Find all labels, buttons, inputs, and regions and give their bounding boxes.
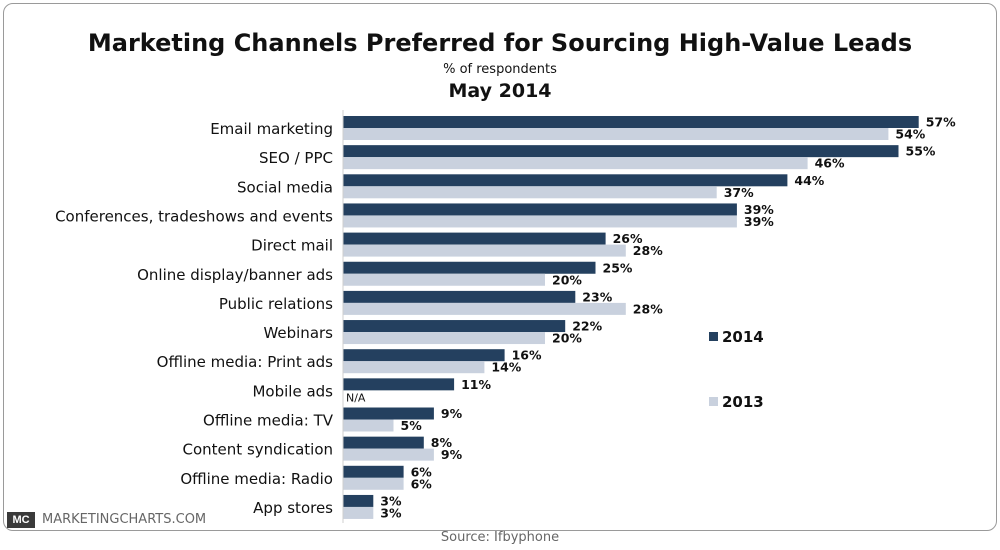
category-label: Online display/banner ads bbox=[137, 266, 333, 284]
value-label: 9% bbox=[441, 447, 463, 462]
bar-2014 bbox=[343, 145, 899, 158]
value-label: 6% bbox=[411, 476, 433, 491]
value-label: 39% bbox=[744, 214, 774, 229]
value-label: 26% bbox=[613, 231, 643, 246]
bar-2014 bbox=[343, 290, 576, 303]
chart-subtitle: % of respondents bbox=[443, 62, 557, 77]
category-label: Offline media: Print ads bbox=[157, 353, 334, 371]
bar-2014 bbox=[343, 203, 737, 216]
value-label: 57% bbox=[926, 115, 956, 130]
bar-2014 bbox=[343, 378, 455, 391]
bar-2013 bbox=[343, 361, 485, 374]
bar-2014 bbox=[343, 320, 566, 333]
bar-2013 bbox=[343, 419, 394, 432]
bar-2014 bbox=[343, 436, 424, 449]
bar-2014 bbox=[343, 349, 505, 362]
category-label: Content syndication bbox=[183, 441, 333, 459]
site-name: MARKETINGCHARTS.COM bbox=[42, 512, 207, 527]
category-label: Public relations bbox=[219, 295, 333, 313]
bar-2014 bbox=[343, 407, 434, 420]
bar-2013 bbox=[343, 448, 434, 461]
value-label: 8% bbox=[431, 435, 453, 450]
category-label: Conferences, tradeshows and events bbox=[55, 207, 333, 225]
bar-2013 bbox=[343, 273, 545, 286]
value-label: N/A bbox=[346, 391, 366, 404]
chart-date: May 2014 bbox=[448, 80, 552, 102]
value-label: 25% bbox=[603, 260, 633, 275]
value-label: 3% bbox=[380, 493, 402, 508]
bar-2013 bbox=[343, 302, 626, 315]
value-label: 37% bbox=[724, 185, 754, 200]
legend-swatch-2013 bbox=[709, 397, 718, 406]
bar-2014 bbox=[343, 116, 919, 128]
legend-label-2013: 2013 bbox=[722, 393, 764, 411]
chart-title: Marketing Channels Preferred for Sourcin… bbox=[87, 29, 913, 57]
category-label: Offline media: Radio bbox=[180, 470, 333, 488]
bar-2014 bbox=[343, 232, 606, 245]
bar-2013 bbox=[343, 186, 717, 199]
value-label: 16% bbox=[512, 348, 542, 363]
bar-2013 bbox=[343, 506, 374, 519]
bar-2013 bbox=[343, 215, 737, 228]
value-label: 28% bbox=[633, 301, 663, 316]
category-label: Webinars bbox=[263, 324, 333, 342]
bar-2014 bbox=[343, 465, 404, 478]
value-label: 20% bbox=[552, 272, 582, 287]
category-label: App stores bbox=[253, 499, 333, 517]
value-label: 3% bbox=[380, 505, 402, 520]
bar-2013 bbox=[343, 244, 626, 257]
bar-2014 bbox=[343, 174, 788, 187]
bar-2013 bbox=[343, 128, 889, 140]
bar-2014 bbox=[343, 261, 596, 274]
value-label: 54% bbox=[895, 127, 925, 142]
value-label: 46% bbox=[815, 156, 845, 171]
marketingcharts-logo: MC bbox=[7, 512, 35, 528]
value-label: 20% bbox=[552, 331, 582, 346]
value-label: 9% bbox=[441, 406, 463, 421]
value-label: 6% bbox=[411, 464, 433, 479]
value-label: 39% bbox=[744, 202, 774, 217]
bar-2013 bbox=[343, 157, 808, 170]
value-label: 55% bbox=[906, 144, 936, 159]
category-label: Mobile ads bbox=[252, 382, 333, 400]
category-label: Offline media: TV bbox=[203, 412, 334, 430]
category-label: Direct mail bbox=[251, 237, 333, 255]
value-label: 22% bbox=[572, 319, 602, 334]
value-label: 23% bbox=[582, 289, 612, 304]
legend-swatch-2014 bbox=[709, 332, 718, 341]
category-label: Email marketing bbox=[210, 120, 333, 138]
value-label: 14% bbox=[491, 360, 521, 375]
value-label: 11% bbox=[461, 377, 491, 392]
bar-2013 bbox=[343, 477, 404, 490]
category-label: Social media bbox=[237, 178, 333, 196]
source-note: Source: Ifbyphone bbox=[440, 530, 560, 545]
value-label: 28% bbox=[633, 243, 663, 258]
bar-2013 bbox=[343, 332, 545, 345]
value-label: 44% bbox=[794, 173, 824, 188]
category-label: SEO / PPC bbox=[259, 149, 333, 167]
value-label: 5% bbox=[401, 418, 423, 433]
bar-2014 bbox=[343, 494, 374, 507]
legend-label-2014: 2014 bbox=[722, 328, 764, 346]
